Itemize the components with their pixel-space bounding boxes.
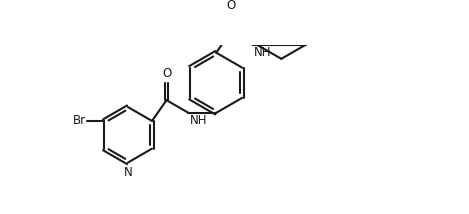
Text: O: O xyxy=(162,67,171,80)
Text: O: O xyxy=(226,0,235,12)
Text: Br: Br xyxy=(73,114,86,128)
Text: NH: NH xyxy=(254,46,272,59)
Text: NH: NH xyxy=(190,114,208,127)
Text: N: N xyxy=(124,166,132,179)
